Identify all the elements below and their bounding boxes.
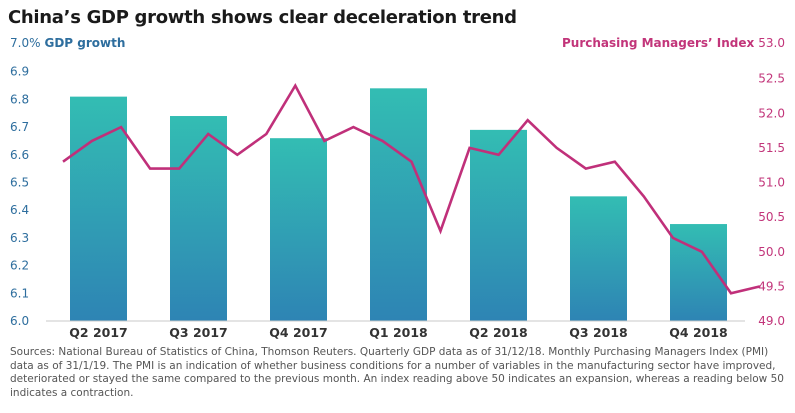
gdp-bar (570, 196, 627, 321)
left-axis-header: 7.0% GDP growth (10, 36, 125, 50)
left-tick-label: 6.8 (10, 92, 29, 106)
left-tick-label: 6.6 (10, 148, 29, 162)
left-tick-label: 6.5 (10, 176, 29, 190)
chart-title: China’s GDP growth shows clear decelerat… (8, 7, 517, 28)
right-tick-label: 50.0 (758, 245, 785, 259)
x-tick-label: Q3 2017 (169, 325, 227, 340)
right-tick-label: 49.5 (758, 279, 785, 293)
right-tick-label: 52.0 (758, 106, 785, 120)
gdp-bar (270, 138, 327, 321)
left-axis-label: GDP growth (44, 36, 126, 50)
left-tick-label: 6.0 (10, 314, 29, 328)
x-tick-label: Q2 2018 (469, 325, 527, 340)
x-tick-label: Q1 2018 (369, 325, 427, 340)
right-tick-label: 51.0 (758, 176, 785, 190)
right-axis-label: Purchasing Managers’ Index (562, 36, 755, 50)
left-tick-label: 6.1 (10, 286, 29, 300)
left-tick-label: 6.7 (10, 120, 29, 134)
x-tick-label: Q3 2018 (569, 325, 627, 340)
gdp-bars (70, 88, 727, 322)
left-axis-ticks: 6.0 6.1 6.2 6.3 6.4 6.5 6.6 6.7 6.8 6.9 (10, 65, 29, 328)
x-tick-label: Q2 2017 (69, 325, 127, 340)
pmi-line (62, 82, 761, 295)
right-tick-label: 50.5 (758, 210, 785, 224)
left-tick-label: 6.9 (10, 65, 29, 79)
gdp-bar (70, 96, 127, 321)
left-axis-top-tick: 7.0% (10, 36, 41, 50)
right-axis-ticks: 49.0 49.5 50.0 50.5 51.0 51.5 52.0 52.5 (758, 72, 785, 328)
x-tick-label: Q4 2018 (669, 325, 727, 340)
x-axis-labels: Q2 2017 Q3 2017 Q4 2017 Q1 2018 Q2 2018 Q3 20… (69, 325, 727, 340)
left-tick-label: 6.2 (10, 259, 29, 273)
left-tick-label: 6.3 (10, 231, 29, 245)
right-tick-label: 49.0 (758, 314, 785, 328)
right-tick-label: 51.5 (758, 141, 785, 155)
gdp-bar (170, 116, 227, 322)
left-tick-label: 6.4 (10, 203, 29, 217)
gdp-bar (470, 129, 527, 321)
x-tick-label: Q4 2017 (269, 325, 327, 340)
source-notes: Sources: National Bureau of Statistics o… (10, 346, 784, 399)
gdp-bar (370, 88, 427, 321)
right-axis-top-tick: 53.0 (758, 36, 785, 50)
right-axis-header: Purchasing Managers’ Index 53.0 (562, 36, 785, 50)
right-tick-label: 52.5 (758, 72, 785, 86)
gdp-bar (670, 224, 727, 321)
